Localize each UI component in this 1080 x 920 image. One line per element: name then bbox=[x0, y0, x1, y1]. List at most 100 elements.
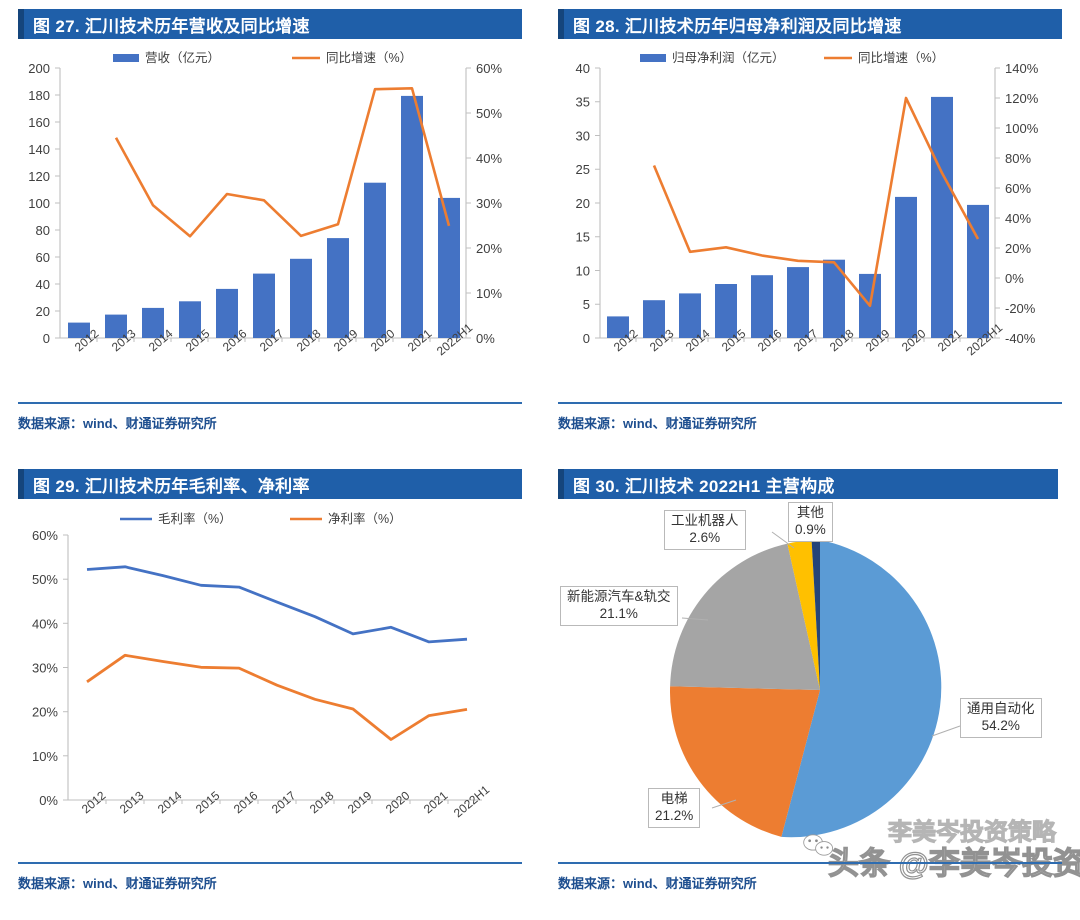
bar-2020 bbox=[895, 196, 917, 338]
bar-2016 bbox=[216, 288, 238, 338]
pie-slice-industrial-robot bbox=[787, 540, 820, 690]
bar-2018 bbox=[823, 259, 845, 338]
svg-text:60%: 60% bbox=[1005, 181, 1031, 196]
svg-text:-20%: -20% bbox=[1005, 301, 1036, 316]
figure-27-bars bbox=[68, 95, 460, 339]
svg-text:0%: 0% bbox=[476, 331, 495, 346]
pie-callout-other-value: 0.9% bbox=[795, 521, 826, 537]
svg-text:10%: 10% bbox=[476, 286, 502, 301]
svg-text:60: 60 bbox=[36, 250, 50, 265]
bar-2013 bbox=[643, 300, 665, 338]
figure-30-svg bbox=[669, 526, 961, 838]
leader-industrial-robot bbox=[771, 531, 795, 549]
figure-29-gross-margin-line bbox=[86, 565, 468, 644]
svg-text:10%: 10% bbox=[32, 749, 58, 764]
pie-slice-elevator bbox=[669, 686, 820, 837]
figure-28-right-ticks: 140% 120% 100% 80% 60% 40% 20% 0% -20% -… bbox=[995, 61, 1039, 346]
pie-callout-general-automation: 通用自动化 54.2% bbox=[960, 698, 1042, 738]
svg-text:0: 0 bbox=[43, 331, 50, 346]
bar-2014 bbox=[679, 293, 701, 338]
bar-2019 bbox=[327, 238, 349, 338]
svg-text:160: 160 bbox=[28, 115, 50, 130]
figure-29-net-margin-line bbox=[86, 653, 468, 741]
pie-slice-general-automation bbox=[781, 540, 942, 838]
figure-28-x-ticks bbox=[635, 338, 961, 342]
figure-29-x-ticks bbox=[105, 800, 449, 804]
svg-text:35: 35 bbox=[576, 95, 590, 110]
xlabel-2019: 2019 bbox=[345, 788, 375, 816]
legend-label-growth: 同比增速（%） bbox=[326, 50, 412, 65]
bar-2018 bbox=[290, 258, 312, 338]
legend-label-net-margin: 净利率（%） bbox=[328, 511, 402, 526]
xlabel-2012: 2012 bbox=[79, 788, 109, 816]
figure-27-footer: 数据来源：wind、财通证券研究所 bbox=[18, 402, 522, 432]
svg-text:40%: 40% bbox=[476, 151, 502, 166]
figure-29-svg: 毛利率（%） 净利率（%） 60% 50% 40% 30% 20% 10% 0% bbox=[32, 511, 492, 820]
figure-29-legend: 毛利率（%） 净利率（%） bbox=[120, 511, 402, 526]
svg-text:40: 40 bbox=[36, 277, 50, 292]
figure-27-left-ticks: 200 180 160 140 120 100 80 60 40 20 0 bbox=[28, 61, 60, 346]
xlabel-2017: 2017 bbox=[269, 788, 299, 816]
pie-callout-industrial-robot-name: 工业机器人 bbox=[671, 513, 739, 528]
svg-text:0%: 0% bbox=[1005, 271, 1024, 286]
xlabel-2016: 2016 bbox=[231, 788, 261, 816]
bar-2017 bbox=[253, 273, 275, 338]
figure-28-title-bar: 图 28. 汇川技术历年归母净利润及同比增速 bbox=[558, 9, 1062, 39]
figure-panel-28: 图 28. 汇川技术历年归母净利润及同比增速 归母净利润（亿元） 同比增速（%）… bbox=[540, 0, 1080, 460]
figure-27-source: 数据来源：wind、财通证券研究所 bbox=[18, 416, 217, 431]
figure-29-chart: 毛利率（%） 净利率（%） 60% 50% 40% 30% 20% 10% 0% bbox=[0, 500, 540, 850]
figure-30-chart: 工业机器人 2.6% 其他 0.9% 新能源汽车&轨交 21.1% 通用自动化 … bbox=[540, 500, 1080, 850]
bar-2017 bbox=[787, 267, 809, 338]
figure-28-footer: 数据来源：wind、财通证券研究所 bbox=[558, 402, 1062, 432]
svg-text:120: 120 bbox=[28, 169, 50, 184]
svg-text:80: 80 bbox=[36, 223, 50, 238]
figure-30-footer: 数据来源：wind、财通证券研究所 bbox=[558, 862, 1062, 892]
svg-text:80%: 80% bbox=[1005, 151, 1031, 166]
xlabel-2018: 2018 bbox=[307, 788, 337, 816]
svg-text:180: 180 bbox=[28, 88, 50, 103]
pie-callout-nev-rail: 新能源汽车&轨交 21.1% bbox=[560, 586, 678, 626]
svg-text:200: 200 bbox=[28, 61, 50, 76]
svg-text:20: 20 bbox=[36, 304, 50, 319]
figure-27-right-ticks: 60% 50% 40% 30% 20% 10% 0% bbox=[466, 61, 502, 346]
figure-30-pie bbox=[669, 539, 942, 838]
footer-divider bbox=[558, 402, 1062, 404]
pie-callout-industrial-robot-value: 2.6% bbox=[689, 529, 721, 545]
xlabel-2014: 2014 bbox=[155, 788, 185, 816]
figure-30-title: 图 30. 汇川技术 2022H1 主营构成 bbox=[573, 476, 835, 496]
pie-callout-other: 其他 0.9% bbox=[788, 502, 833, 542]
svg-text:60%: 60% bbox=[32, 528, 58, 543]
svg-text:20%: 20% bbox=[1005, 241, 1031, 256]
figure-27-legend: 营收（亿元） 同比增速（%） bbox=[113, 50, 412, 65]
figure-panel-27: 图 27. 汇川技术历年营收及同比增速 营收（亿元） 同比增速（%） 200 1… bbox=[0, 0, 540, 460]
svg-text:30%: 30% bbox=[476, 196, 502, 211]
svg-text:20%: 20% bbox=[476, 241, 502, 256]
svg-text:10: 10 bbox=[576, 264, 590, 279]
figure-27-title-bar: 图 27. 汇川技术历年营收及同比增速 bbox=[18, 9, 522, 39]
pie-callout-nev-rail-value: 21.1% bbox=[599, 605, 638, 621]
figure-30-title-bar: 图 30. 汇川技术 2022H1 主营构成 bbox=[558, 469, 1058, 499]
figure-29-source: 数据来源：wind、财通证券研究所 bbox=[18, 876, 217, 891]
bar-2015 bbox=[715, 284, 737, 338]
bar-2022H1 bbox=[967, 204, 989, 338]
footer-divider bbox=[18, 862, 522, 864]
pie-callout-elevator-value: 21.2% bbox=[655, 807, 694, 823]
bar-2021 bbox=[401, 95, 423, 339]
figure-30-source: 数据来源：wind、财通证券研究所 bbox=[558, 876, 757, 891]
svg-text:20: 20 bbox=[576, 196, 590, 211]
pie-slice-nev-rail bbox=[670, 543, 820, 690]
legend-label-growth: 同比增速（%） bbox=[858, 50, 944, 65]
figure-28-growth-line bbox=[652, 96, 980, 308]
figure-27-title: 图 27. 汇川技术历年营收及同比增速 bbox=[33, 16, 310, 36]
figure-27-x-ticks bbox=[96, 338, 431, 342]
figure-29-y-ticks: 60% 50% 40% 30% 20% 10% 0% bbox=[32, 528, 68, 808]
figure-panel-30: 图 30. 汇川技术 2022H1 主营构成 bbox=[540, 460, 1080, 920]
leader-general-automation bbox=[931, 725, 961, 737]
xlabel-2020: 2020 bbox=[383, 788, 413, 816]
svg-text:120%: 120% bbox=[1005, 91, 1039, 106]
bar-2014 bbox=[142, 307, 164, 338]
figure-panel-29: 图 29. 汇川技术历年毛利率、净利率 毛利率（%） 净利率（%） 60% 50… bbox=[0, 460, 540, 920]
pie-callout-nev-rail-name: 新能源汽车&轨交 bbox=[567, 589, 671, 604]
figure-28-left-ticks: 40 35 30 25 20 15 10 5 0 bbox=[576, 61, 600, 346]
